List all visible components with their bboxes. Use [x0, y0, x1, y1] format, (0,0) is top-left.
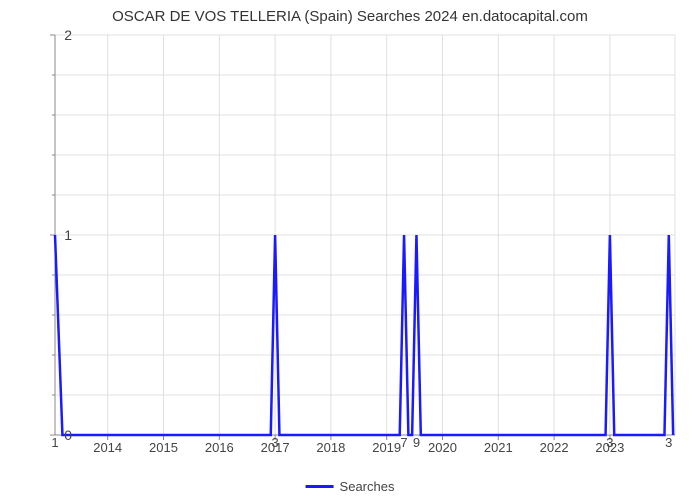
data-annotation: 7: [400, 435, 407, 450]
x-tick-label: 2018: [316, 440, 345, 455]
x-tick-label: 2016: [205, 440, 234, 455]
legend: Searches: [306, 479, 395, 494]
x-tick-label: 2015: [149, 440, 178, 455]
x-tick-label: 2020: [428, 440, 457, 455]
data-annotation: 9: [413, 435, 420, 450]
data-annotation: 3: [606, 435, 613, 450]
legend-label: Searches: [340, 479, 395, 494]
data-annotation: 3: [271, 435, 278, 450]
x-tick-label: 2021: [484, 440, 513, 455]
data-annotation: 3: [665, 435, 672, 450]
x-tick-label: 2022: [540, 440, 569, 455]
chart-title: OSCAR DE VOS TELLERIA (Spain) Searches 2…: [0, 0, 700, 25]
y-tick-label: 1: [32, 227, 72, 243]
x-tick-label: 2019: [372, 440, 401, 455]
x-tick-label: 2014: [93, 440, 122, 455]
plot-area: [55, 35, 675, 435]
y-tick-label: 2: [32, 27, 72, 43]
line-chart-svg: [55, 35, 675, 435]
legend-swatch: [306, 485, 334, 488]
data-annotation: 1: [51, 435, 58, 450]
chart-container: OSCAR DE VOS TELLERIA (Spain) Searches 2…: [0, 0, 700, 500]
